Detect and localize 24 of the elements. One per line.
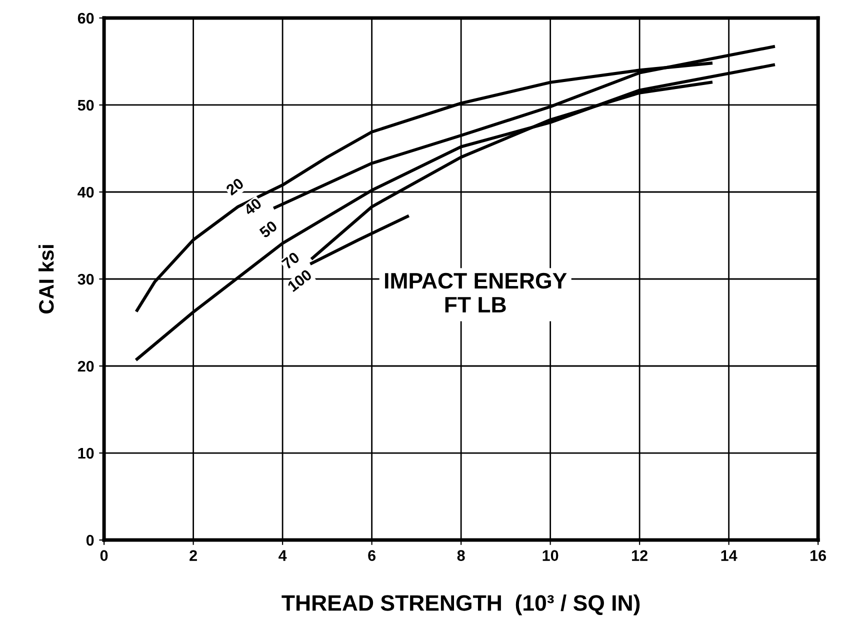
y-tick-label: 20 (78, 360, 94, 372)
y-tick-label: 40 (78, 186, 94, 198)
x-tick-label: 2 (190, 550, 197, 561)
x-tick-label: 0 (100, 550, 108, 561)
x-axis-title: THREAD STRENGTH (10³ / SQ IN) (282, 594, 640, 616)
annotation: 50 (258, 220, 278, 238)
annotation: 40 (242, 198, 262, 216)
x-tick-label: 12 (632, 550, 648, 561)
x-tick-label: 4 (278, 550, 287, 561)
y-tick-label: 10 (78, 448, 94, 459)
annotation: 100 (286, 268, 312, 292)
x-tick-label: 16 (810, 550, 826, 561)
annotation: 70 (281, 251, 300, 270)
y-tick-label: 60 (78, 12, 94, 24)
x-tick-label: 14 (721, 550, 738, 561)
y-tick-label: 50 (78, 100, 94, 111)
x-tick-label: 6 (368, 550, 376, 561)
annotation: 20 (225, 178, 244, 196)
y-tick-label: 30 (78, 274, 94, 285)
y-axis-title: CAI ksi (38, 245, 54, 314)
annotation: IMPACT ENERGY FT LB (385, 272, 567, 312)
x-tick-label: 8 (457, 550, 465, 561)
x-tick-label: 10 (542, 550, 558, 561)
y-tick-label: 0 (86, 534, 94, 546)
